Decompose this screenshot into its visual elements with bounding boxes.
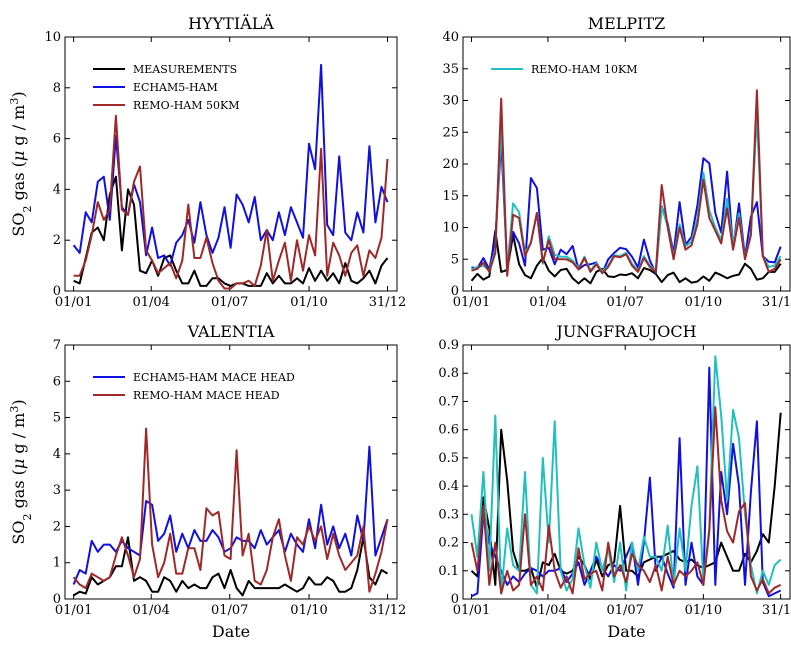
series-line-echam (72, 445, 389, 585)
legend-label: REMO-HAM 50KM (133, 99, 240, 112)
panel-1: HYYTIÄLÄ 0 2 4 6 8 10 01/01 01/04 01/07 01/10 31/12… (8, 13, 407, 310)
y-tick-label: 0.8 (438, 366, 459, 381)
y-tick-label: 25 (442, 125, 459, 140)
legend-label: REMO-HAM MACE HEAD (133, 389, 280, 402)
legend-label: MEASUREMENTS (133, 63, 237, 76)
panel-title: HYYTIÄLÄ (188, 13, 274, 33)
series-line-remo50 (73, 114, 389, 290)
y-tick-label: 0.5 (438, 451, 459, 466)
y-tick-label: 0.4 (438, 479, 459, 494)
x-tick-label: 01/01 (55, 603, 92, 618)
y-tick-label: 4 (53, 182, 61, 197)
x-tick-label: 01/07 (606, 295, 643, 310)
y-tick-label: 6 (53, 374, 61, 389)
legend-label: ECHAM5-HAM MACE HEAD (133, 371, 295, 384)
x-tick-label: 01/04 (132, 603, 169, 618)
y-tick-label: 0 (451, 284, 459, 299)
x-tick-label: 01/07 (606, 603, 643, 618)
y-tick-label: 35 (442, 62, 459, 77)
panel-title: VALENTIA (187, 322, 275, 341)
y-tick-label: 10 (44, 30, 61, 45)
x-tick-label: 31/12 (369, 295, 406, 310)
y-tick-label: 0.6 (438, 423, 459, 438)
y-tick-label: 15 (442, 189, 459, 204)
series-line-measurements (73, 175, 389, 287)
series-line-remo50 (72, 427, 389, 593)
y-tick-label: 6 (53, 132, 61, 147)
x-tick-label: 01/04 (132, 295, 169, 310)
y-tick-label: 0.9 (438, 338, 459, 353)
panel-title: MELPITZ (588, 14, 666, 33)
x-tick-label: 01/07 (211, 603, 248, 618)
y-tick-label: 0.1 (438, 564, 459, 579)
series-line-echam (471, 140, 782, 275)
y-tick-label: 8 (53, 81, 61, 96)
legend-label: REMO-HAM 10KM (531, 63, 638, 76)
y-tick-label: 0.2 (438, 536, 459, 551)
y-tick-label: 4 (53, 447, 61, 462)
y-tick-label: 5 (451, 252, 459, 267)
y-tick-label: 1 (53, 556, 61, 571)
y-tick-label: 0.7 (438, 394, 459, 409)
y-tick-label: 40 (442, 30, 459, 45)
y-tick-label: 0 (53, 284, 61, 299)
x-tick-label: 01/10 (685, 295, 722, 310)
x-tick-label: 01/01 (453, 295, 490, 310)
x-tick-label: 01/07 (211, 295, 248, 310)
y-axis-label: SO2 gas (μ g / m3) (8, 91, 34, 236)
x-tick-label: 01/10 (685, 603, 722, 618)
y-tick-label: 0 (53, 592, 61, 607)
series-line-remo50 (471, 89, 782, 277)
series-line-measurements (470, 229, 782, 285)
x-tick-label: 01/04 (529, 295, 566, 310)
y-tick-label: 7 (53, 338, 61, 353)
panel-3: VALENTIA 0 1 2 3 4 5 6 7 01/01 01/04 01/07 01/10 31/1… (8, 322, 407, 641)
x-tick-label: 01/10 (290, 295, 327, 310)
series-line-remo50 (470, 406, 782, 595)
x-tick-label: 01/10 (290, 603, 327, 618)
x-tick-label: 31/12 (369, 603, 406, 618)
plot-frame (64, 36, 398, 292)
y-axis-label: SO2 gas (μ g / m3) (8, 399, 34, 544)
plot-frame (462, 344, 791, 600)
x-axis-label: Date (607, 622, 645, 641)
panel-title: JUNGFRAUJOCH (554, 322, 696, 341)
panel-4: JUNGFRAUJOCH 0 0.1 0.2 0.3 0.4 0.5 0.6 0.7 0.8 0.9… (438, 322, 791, 641)
y-tick-label: 10 (442, 221, 459, 236)
y-tick-label: 5 (53, 411, 61, 426)
x-axis-label: Date (212, 622, 250, 641)
panel-2: MELPITZ 0 5 10 15 20 25 30 35 40 01/01 01/04 01/07 01… (442, 14, 791, 310)
y-tick-label: 2 (53, 519, 61, 534)
y-tick-label: 3 (53, 483, 61, 498)
y-tick-label: 0.3 (438, 507, 459, 522)
series-line-echam (471, 366, 782, 598)
x-tick-label: 01/04 (529, 603, 566, 618)
x-tick-label: 31/12 (762, 603, 791, 618)
x-tick-label: 01/01 (453, 603, 490, 618)
series-line-remo10 (470, 355, 782, 595)
plot-frame (64, 344, 398, 600)
y-tick-label: 30 (442, 94, 459, 109)
x-tick-label: 01/01 (55, 295, 92, 310)
legend-label: ECHAM5-HAM (133, 81, 218, 94)
y-tick-label: 20 (442, 157, 459, 172)
series-line-measurements (470, 412, 782, 589)
y-tick-label: 2 (53, 233, 61, 248)
y-tick-label: 0 (451, 592, 459, 607)
x-tick-label: 31/12 (762, 295, 791, 310)
